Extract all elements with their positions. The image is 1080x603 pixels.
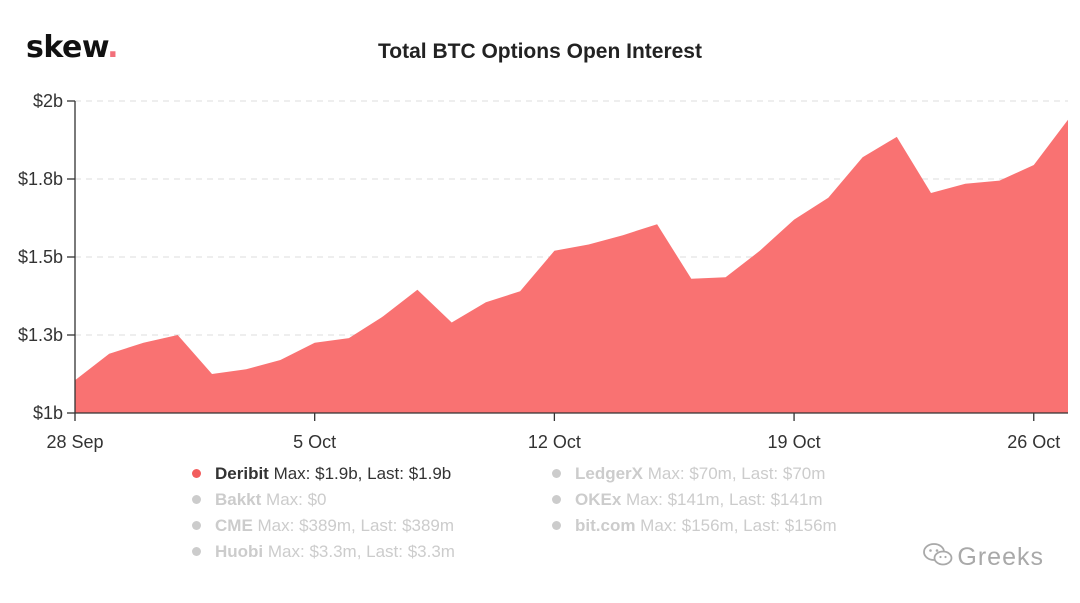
chart-title: Total BTC Options Open Interest [378, 40, 702, 63]
y-tick-labels: $2b $1.8b $1.5b $1.3b $1b [18, 91, 75, 423]
legend-bullet-icon [552, 521, 561, 531]
y-tick-label-1: $1.8b [18, 169, 63, 189]
y-tick-label-4: $1b [33, 403, 63, 423]
legend-info: Max: $1.9b, Last: $1.9b [268, 464, 452, 483]
open-interest-chart: $2b $1.8b $1.5b $1.3b $1b 28 Sep 5 Oct 12 Oct 1… [18, 91, 1068, 452]
legend-bullet-icon [192, 469, 201, 479]
legend-name: CME [215, 516, 253, 535]
legend-item-bit-com[interactable]: bit.com Max: $156m, Last: $156m [552, 513, 837, 539]
x-tick-label-1: 5 Oct [293, 432, 336, 452]
x-tick-label-4: 26 Oct [1007, 432, 1060, 452]
legend-info: Max: $70m, Last: $70m [643, 464, 826, 483]
legend-name: Huobi [215, 542, 264, 561]
legend-name: bit.com [575, 516, 636, 535]
legend-item-okex[interactable]: OKEx Max: $141m, Last: $141m [552, 487, 823, 513]
skew-logo: skew. [26, 30, 119, 65]
legend-bullet-icon [192, 547, 201, 557]
legend-item-huobi[interactable]: Huobi Max: $3.3m, Last: $3.3m [192, 539, 455, 565]
legend-item-bakkt[interactable]: Bakkt Max: $0 [192, 487, 327, 513]
watermark-text: Greeks [957, 543, 1044, 572]
y-tick-label-2: $1.5b [18, 247, 63, 267]
legend-item-ledgerx[interactable]: LedgerX Max: $70m, Last: $70m [552, 461, 825, 487]
legend-name: OKEx [575, 490, 622, 509]
legend-info: Max: $3.3m, Last: $3.3m [263, 542, 455, 561]
legend-name: Deribit [215, 464, 269, 483]
watermark: Greeks [923, 542, 1044, 575]
legend-info: Max: $389m, Last: $389m [252, 516, 455, 535]
wechat-icon [923, 542, 953, 575]
area-series-deribit [75, 119, 1068, 413]
y-tick-label-3: $1.3b [18, 325, 63, 345]
legend-info: Max: $0 [261, 490, 327, 509]
logo-text: skew [26, 30, 108, 65]
legend-name: LedgerX [575, 464, 644, 483]
legend-bullet-icon [192, 521, 201, 531]
legend-item-cme[interactable]: CME Max: $389m, Last: $389m [192, 513, 454, 539]
x-tick-labels: 28 Sep 5 Oct 12 Oct 19 Oct 26 Oct [46, 413, 1060, 452]
legend-info: Max: $141m, Last: $141m [621, 490, 823, 509]
x-tick-label-2: 12 Oct [528, 432, 581, 452]
x-tick-label-3: 19 Oct [768, 432, 821, 452]
legend-bullet-icon [552, 495, 561, 505]
y-tick-label-0: $2b [33, 91, 63, 111]
legend-bullet-icon [552, 469, 561, 479]
legend-info: Max: $156m, Last: $156m [635, 516, 837, 535]
logo-dot: . [107, 30, 119, 65]
x-tick-label-0: 28 Sep [46, 432, 103, 452]
legend-name: Bakkt [215, 490, 262, 509]
legend-bullet-icon [192, 495, 201, 505]
area-layer [75, 119, 1068, 413]
legend-item-deribit[interactable]: Deribit Max: $1.9b, Last: $1.9b [192, 461, 451, 487]
